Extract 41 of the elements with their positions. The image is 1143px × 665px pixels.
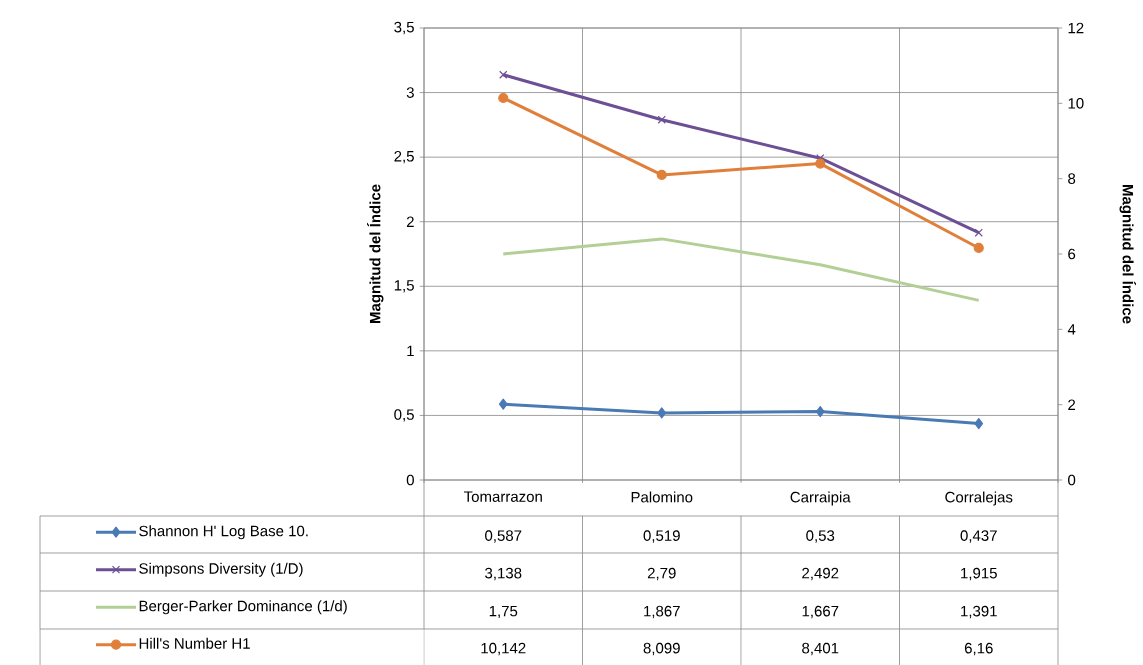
- y-tick-label: 3: [406, 87, 414, 98]
- data-label: 0,587: [485, 530, 522, 543]
- data-label: 2,492: [802, 567, 839, 581]
- y2-axis-title: Magnitud del Índice: [1119, 185, 1136, 324]
- y-tick-label: 2: [406, 216, 414, 227]
- legend-label: Shannon H' Log Base 10.: [139, 525, 308, 540]
- data-label: 1,915: [961, 567, 997, 581]
- data-label: 2,79: [647, 567, 676, 581]
- y2-tick-label: 0: [1068, 474, 1076, 486]
- x-tick-label: Tomarrazon: [463, 491, 542, 502]
- data-label: 1,867: [644, 605, 680, 619]
- data-label: 0,519: [643, 530, 680, 543]
- y-tick-label: 2,5: [394, 150, 414, 164]
- x-tick-label: Corralejas: [945, 491, 1013, 506]
- legend-label: Berger-Parker Dominance (1/d): [139, 600, 347, 615]
- data-label: 1,667: [802, 605, 839, 619]
- y2-tick-label: 8: [1068, 173, 1076, 184]
- y2-tick-label: 12: [1068, 22, 1084, 34]
- data-label: 8,401: [802, 642, 839, 656]
- x-tick-label: Palomino: [631, 491, 693, 503]
- y-tick-label: 1,5: [394, 280, 414, 293]
- data-label: 6,16: [964, 642, 993, 656]
- y2-tick-label: 4: [1067, 324, 1076, 335]
- y-tick-label: 0,5: [394, 409, 414, 422]
- y2-tick-label: 2: [1068, 399, 1076, 410]
- legend-label: Hill's Number H1: [139, 637, 250, 649]
- y-tick-label: 3,5: [394, 21, 414, 35]
- data-label: 1,391: [961, 605, 997, 619]
- data-label: 8,099: [643, 642, 680, 656]
- x-tick-label: Carraipia: [790, 491, 851, 506]
- y2-tick-label: 6: [1068, 248, 1076, 260]
- y2-tick-label: 10: [1068, 98, 1084, 109]
- data-label: 0,53: [806, 530, 835, 543]
- data-label: 0,437: [960, 530, 997, 543]
- data-label: 3,138: [485, 567, 522, 581]
- data-label: 10,142: [481, 642, 526, 656]
- y-tick-label: 1: [407, 345, 414, 357]
- data-label: 1,75: [489, 605, 518, 619]
- y-tick-label: 0: [406, 474, 414, 486]
- legend-label: Simpsons Diversity (1/D): [139, 562, 303, 577]
- y-axis-title: Magnitud del Índice: [367, 184, 384, 323]
